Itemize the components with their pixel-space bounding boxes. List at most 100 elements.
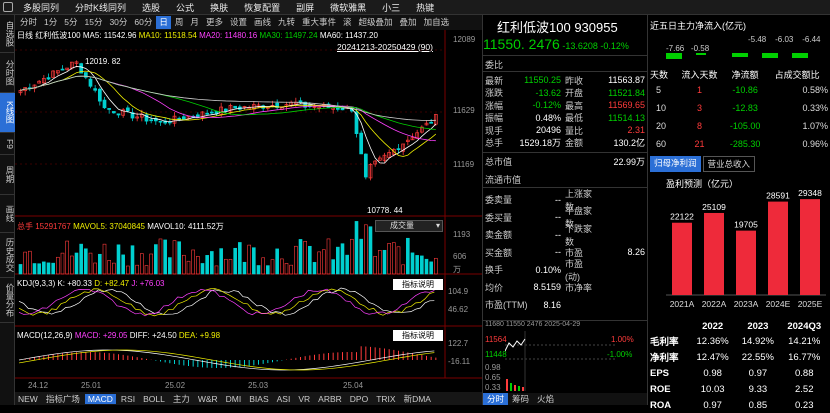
volume-bar	[289, 264, 293, 275]
tab-more[interactable]: 更多	[205, 17, 223, 27]
mini-chart-graphic	[505, 331, 615, 391]
sidebar-history[interactable]: 历史成交	[0, 233, 15, 278]
sidebar-intraday[interactable]: 分时图	[0, 53, 15, 93]
add-watchlist-button[interactable]: 加自选	[423, 17, 450, 27]
sidebar-f9[interactable]: F9	[0, 133, 15, 155]
tab-15min[interactable]: 15分	[84, 17, 103, 27]
indicator-tab-7[interactable]: DMI	[225, 393, 242, 404]
flow-table-header: 净流额	[731, 69, 759, 80]
metrics-cell: 12.36%	[696, 335, 729, 347]
mini-vol-3: 0.33	[485, 383, 501, 392]
indicator-tab-0[interactable]: NEW	[18, 393, 38, 404]
nine-turn-button[interactable]: 九转	[277, 17, 295, 27]
candle-body	[228, 105, 233, 113]
indicator-tab-2[interactable]: MACD	[84, 393, 116, 404]
volume-bar	[359, 238, 363, 275]
sidebar-kline[interactable]: K线图	[0, 93, 15, 133]
indicator-tab-4[interactable]: BOLL	[143, 393, 165, 404]
tab-daily[interactable]: 日	[156, 16, 171, 29]
tab-flame[interactable]: 火焰	[537, 394, 555, 404]
indicator-tab-14[interactable]: 新DMA	[403, 393, 431, 404]
tab-60min[interactable]: 60分	[134, 17, 153, 27]
kdj-line	[18, 287, 435, 316]
sidebar-volume-profile[interactable]: 价量分布	[0, 278, 15, 323]
indicator-tab-12[interactable]: DPO	[349, 393, 369, 404]
kline-chart[interactable]	[15, 30, 482, 392]
ma30-line	[20, 75, 436, 130]
indicator-tab-11[interactable]: ARBR	[318, 393, 342, 404]
menu-stock-picker[interactable]: 选股	[142, 2, 161, 13]
high-price-label: 12019. 82	[85, 57, 121, 66]
sidebar-watchlist[interactable]: 自选股	[0, 15, 15, 53]
indicator-tab-10[interactable]: VR	[298, 393, 311, 404]
metrics-row: ROA 0.97 0.85 0.23	[650, 397, 828, 413]
date-range-label[interactable]: 20241213-20250429 (90)	[337, 42, 433, 52]
tab-chips[interactable]: 筹码	[512, 394, 530, 404]
profit-category-label: 2025E	[798, 299, 823, 309]
tab-5min[interactable]: 5分	[64, 17, 78, 27]
volume-bar	[112, 262, 116, 275]
tab-revenue[interactable]: 营业总收入	[702, 156, 756, 172]
stat-value: 8.5159	[533, 282, 561, 293]
tab-intraday[interactable]: 分时	[483, 393, 509, 405]
date-tick-4: 25.03	[248, 381, 269, 390]
indicator-tab-5[interactable]: 主力	[172, 393, 190, 404]
tab-1min[interactable]: 1分	[44, 17, 58, 27]
settings-button[interactable]: 设置	[229, 17, 247, 27]
kdj-help-button[interactable]: 指标说明	[393, 279, 443, 290]
menu-multi-stock[interactable]: 多股同列	[23, 2, 60, 13]
indicator-tab-13[interactable]: TRIX	[376, 393, 396, 404]
tab-net-profit[interactable]: 归母净利润	[650, 156, 701, 172]
tab-monthly[interactable]: 月	[190, 17, 199, 27]
market-cap-value: 22.99万	[613, 157, 645, 167]
metrics-grid: 2022 2023 2024Q3 毛利率 12.36% 14.92% 14.21% 净利率 12…	[650, 319, 828, 413]
low-value: 11514.13	[608, 112, 645, 123]
menu-skin[interactable]: 换肤	[210, 2, 229, 13]
indicator-tab-6[interactable]: W&R	[197, 393, 218, 404]
volume-bar	[228, 258, 233, 275]
tab-weekly[interactable]: 周	[174, 17, 184, 27]
metrics-cell: 22.55%	[741, 351, 774, 363]
low-label: 最低	[565, 113, 584, 124]
prev-close-value: 11563.87	[608, 75, 645, 86]
date-tick-3: 25.02	[165, 381, 186, 390]
change-pct-label: 涨幅	[485, 100, 504, 111]
indicator-tab-8[interactable]: BIAS	[249, 393, 269, 404]
volume-bar	[434, 257, 438, 275]
volume-bar	[163, 239, 167, 275]
kdj-axis-top: 104.9	[448, 287, 469, 296]
menu-secondary-screen[interactable]: 副屏	[296, 2, 315, 13]
menu-hotkey[interactable]: 热键	[416, 2, 435, 13]
menu-font-size[interactable]: 小三	[382, 2, 401, 13]
scroll-button[interactable]: 滚	[343, 17, 352, 27]
draw-button[interactable]: 画线	[253, 17, 271, 27]
metrics-cell: 9.33	[748, 383, 768, 395]
macd-help-button[interactable]: 指标说明	[393, 330, 443, 341]
indicator-tab-9[interactable]: ASI	[276, 393, 291, 404]
overlay-button[interactable]: 叠加	[399, 17, 417, 27]
kline-pane[interactable]: 日线 红利低波100 MA5: 11542.96 MA10: 11518.54 …	[15, 30, 482, 392]
overlay-super-button[interactable]: 超级叠加	[358, 17, 393, 27]
major-events-button[interactable]: 重大事件	[302, 17, 337, 27]
tab-30min[interactable]: 30分	[109, 17, 128, 27]
indicator-tab-1[interactable]: 指标广场	[45, 393, 80, 404]
menu-font[interactable]: 微软雅黑	[330, 2, 367, 13]
grid-icon[interactable]	[3, 2, 13, 12]
menu-formula[interactable]: 公式	[176, 2, 195, 13]
volume-bar	[144, 265, 149, 275]
volume-bar	[242, 261, 247, 275]
flow-table-row: 10 3 -12.83 0.33%	[650, 99, 828, 117]
volume-indicator-select[interactable]: 成交量 ▾	[375, 220, 443, 232]
tab-intraday[interactable]: 分时	[20, 17, 38, 27]
menu-restore-config[interactable]: 恢复配置	[244, 2, 281, 13]
indicator-tab-3[interactable]: RSI	[120, 393, 136, 404]
profit-bar-label: 29348	[798, 188, 822, 198]
menu-intraday-kline[interactable]: 分时K线同列	[75, 2, 127, 13]
volume-bar	[135, 264, 139, 275]
volume-bar	[336, 246, 340, 275]
volume-bar	[154, 244, 158, 275]
sidebar-period[interactable]: 周期	[0, 155, 15, 195]
candle-body	[368, 163, 373, 179]
sidebar-draw[interactable]: 画线	[0, 195, 15, 233]
mini-intraday-chart[interactable]: 11680 11550 2476 2025-04-29 11564 11448 …	[483, 321, 647, 393]
